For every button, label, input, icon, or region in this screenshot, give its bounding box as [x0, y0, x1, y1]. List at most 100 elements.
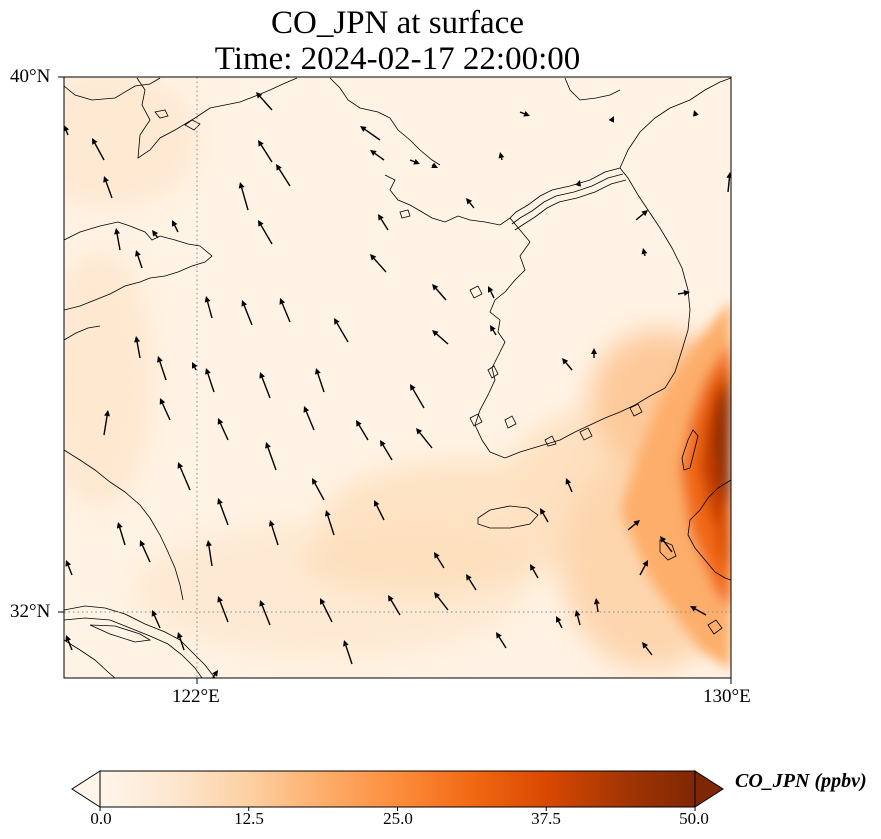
wind-arrow-head — [432, 330, 439, 337]
wind-arrow-shaft — [103, 415, 108, 436]
wind-arrow-head — [151, 610, 158, 617]
wind-arrow-shaft — [137, 255, 143, 269]
wind-arrow-shaft — [412, 388, 425, 409]
wind-arrow-head — [157, 356, 163, 363]
wind-arrow-head — [238, 182, 245, 189]
wind-arrow-shaft — [155, 234, 159, 239]
wind-arrow-head — [490, 325, 496, 332]
wind-arrow-shaft — [436, 556, 445, 569]
wind-arrow-head — [205, 540, 212, 547]
wind-arrow-shaft — [627, 523, 636, 531]
wind-arrow-head — [315, 368, 321, 375]
wind-arrow-shaft — [261, 377, 271, 399]
wind-arrow-head — [683, 290, 690, 296]
wind-arrow-shaft — [639, 564, 646, 576]
wind-arrow-shaft — [727, 177, 731, 193]
colorbar-label: CO_JPN (ppbv) — [735, 770, 867, 792]
wind-arrow-head — [726, 172, 731, 179]
lon-tick-130: 130°E — [703, 686, 751, 707]
wind-arrow-shaft — [219, 503, 229, 526]
colorbar-tick-2: 25.0 — [383, 809, 413, 828]
wind-arrow-head — [374, 500, 380, 507]
wind-arrow-shaft — [219, 601, 229, 623]
wind-arrow-head — [498, 152, 505, 159]
wind-arrow-head — [562, 358, 569, 365]
wind-arrow-head — [466, 198, 473, 205]
wind-arrow-head — [556, 616, 562, 623]
wind-arrow-shaft — [500, 157, 503, 161]
wind-arrow-head — [593, 598, 600, 605]
colorbar — [71, 770, 724, 811]
wind-arrow-head — [642, 560, 648, 567]
wind-arrow-head — [530, 564, 536, 571]
wind-arrow-head — [135, 250, 141, 257]
wind-arrow-shaft — [436, 333, 449, 345]
wind-arrow-head — [496, 632, 502, 639]
wind-arrow-head — [565, 478, 572, 485]
wind-arrow-shaft — [305, 411, 315, 431]
wind-arrow-shaft — [322, 603, 333, 623]
wind-arrow-head — [343, 640, 349, 647]
wind-arrow-head — [370, 254, 377, 261]
wind-arrow-shaft — [271, 525, 279, 546]
wind-arrow-head — [205, 368, 211, 375]
wind-arrow-shaft — [358, 424, 369, 441]
map-title-line1: CO_JPN at surface — [271, 5, 524, 41]
wind-arrow-shaft — [663, 540, 673, 553]
wind-arrow-shaft — [141, 545, 151, 563]
concentration-field — [64, 77, 731, 678]
wind-arrow-shaft — [565, 362, 573, 371]
wind-arrow-head — [65, 635, 72, 642]
wind-arrow-head — [360, 126, 367, 132]
wind-arrow-shaft — [390, 599, 401, 616]
colorbar-tick-0: 0.0 — [90, 809, 112, 828]
wind-arrow-head — [488, 286, 494, 293]
wind-arrow-shaft — [490, 291, 495, 299]
wind-arrow-shaft — [267, 447, 277, 471]
wind-arrow-shaft — [532, 568, 539, 579]
wind-arrow-shaft — [153, 615, 161, 629]
wind-arrow-head — [279, 298, 286, 305]
wind-arrow-head — [690, 606, 697, 612]
wind-arrow-shaft — [373, 258, 387, 273]
wind-arrow-head — [660, 536, 666, 543]
wind-arrow-shaft — [409, 159, 415, 163]
wind-arrow-shaft — [437, 596, 449, 611]
wind-arrow-head — [217, 498, 223, 505]
wind-arrow-shaft — [65, 130, 69, 136]
wind-arrow-head — [378, 214, 384, 221]
wind-arrow-head — [693, 110, 699, 117]
wind-arrow-head — [259, 600, 266, 607]
wind-arrow-shaft — [67, 565, 73, 576]
wind-arrow-shaft — [345, 645, 353, 665]
wind-vectors — [64, 92, 731, 678]
wind-arrow-head — [92, 138, 98, 145]
lon-tick-122: 122°E — [172, 686, 220, 707]
wind-arrow-head — [432, 284, 439, 291]
wind-arrow-shaft — [179, 637, 185, 651]
wind-arrow-shaft — [94, 142, 105, 161]
coastlines — [64, 77, 731, 678]
wind-arrow-head — [139, 540, 146, 547]
wind-arrow-shaft — [677, 292, 685, 295]
wind-arrow-shaft — [645, 646, 653, 656]
wind-arrow-shaft — [161, 403, 171, 421]
wind-arrow-head — [276, 164, 282, 171]
wind-arrow-shaft — [419, 432, 433, 449]
wind-arrow-head — [642, 642, 649, 649]
wind-arrow-head — [523, 110, 530, 117]
wind-arrow-shaft — [281, 303, 291, 323]
wind-arrow-shaft — [576, 615, 581, 626]
wind-arrow-shaft — [635, 213, 644, 221]
wind-arrow-head — [268, 520, 275, 527]
wind-arrow-head — [540, 508, 546, 515]
wind-arrow-head — [177, 462, 184, 469]
wind-arrow-shaft — [317, 373, 325, 393]
wind-arrow-head — [434, 592, 441, 599]
wind-arrow-shaft — [643, 253, 646, 257]
wind-arrow-head — [320, 598, 326, 605]
wind-arrow-head — [114, 228, 121, 235]
wind-arrow-shaft — [105, 181, 113, 199]
wind-arrow-head — [217, 596, 223, 603]
